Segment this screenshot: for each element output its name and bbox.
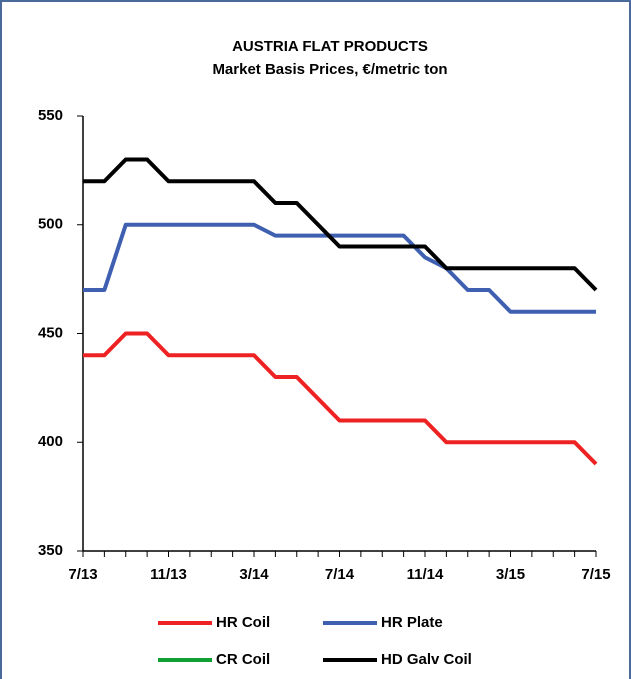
y-tick-label: 500: [38, 216, 63, 233]
x-tick-label: 7/14: [325, 566, 355, 583]
y-tick-label: 450: [38, 324, 63, 341]
y-tick-label: 350: [38, 542, 63, 559]
legend-label: CR Coil: [216, 651, 270, 668]
x-tick-label: 3/15: [496, 566, 525, 583]
series-line: [83, 331, 598, 466]
legend-label: HR Plate: [381, 614, 443, 631]
y-tick-label: 400: [38, 433, 63, 450]
x-tick-label: 7/13: [68, 566, 97, 583]
series-line: [83, 157, 598, 292]
x-tick-label: 11/13: [150, 566, 187, 583]
chart-subtitle: Market Basis Prices, €/metric ton: [212, 61, 447, 78]
x-tick-label: 3/14: [239, 566, 269, 583]
y-tick-label: 550: [38, 107, 63, 124]
x-tick-label: 7/15: [581, 566, 610, 583]
x-tick-label: 11/14: [407, 566, 444, 583]
chart-title: AUSTRIA FLAT PRODUCTS: [232, 38, 428, 55]
series-line: [83, 222, 596, 314]
legend-label: HR Coil: [216, 614, 270, 631]
legend-label: HD Galv Coil: [381, 651, 472, 668]
